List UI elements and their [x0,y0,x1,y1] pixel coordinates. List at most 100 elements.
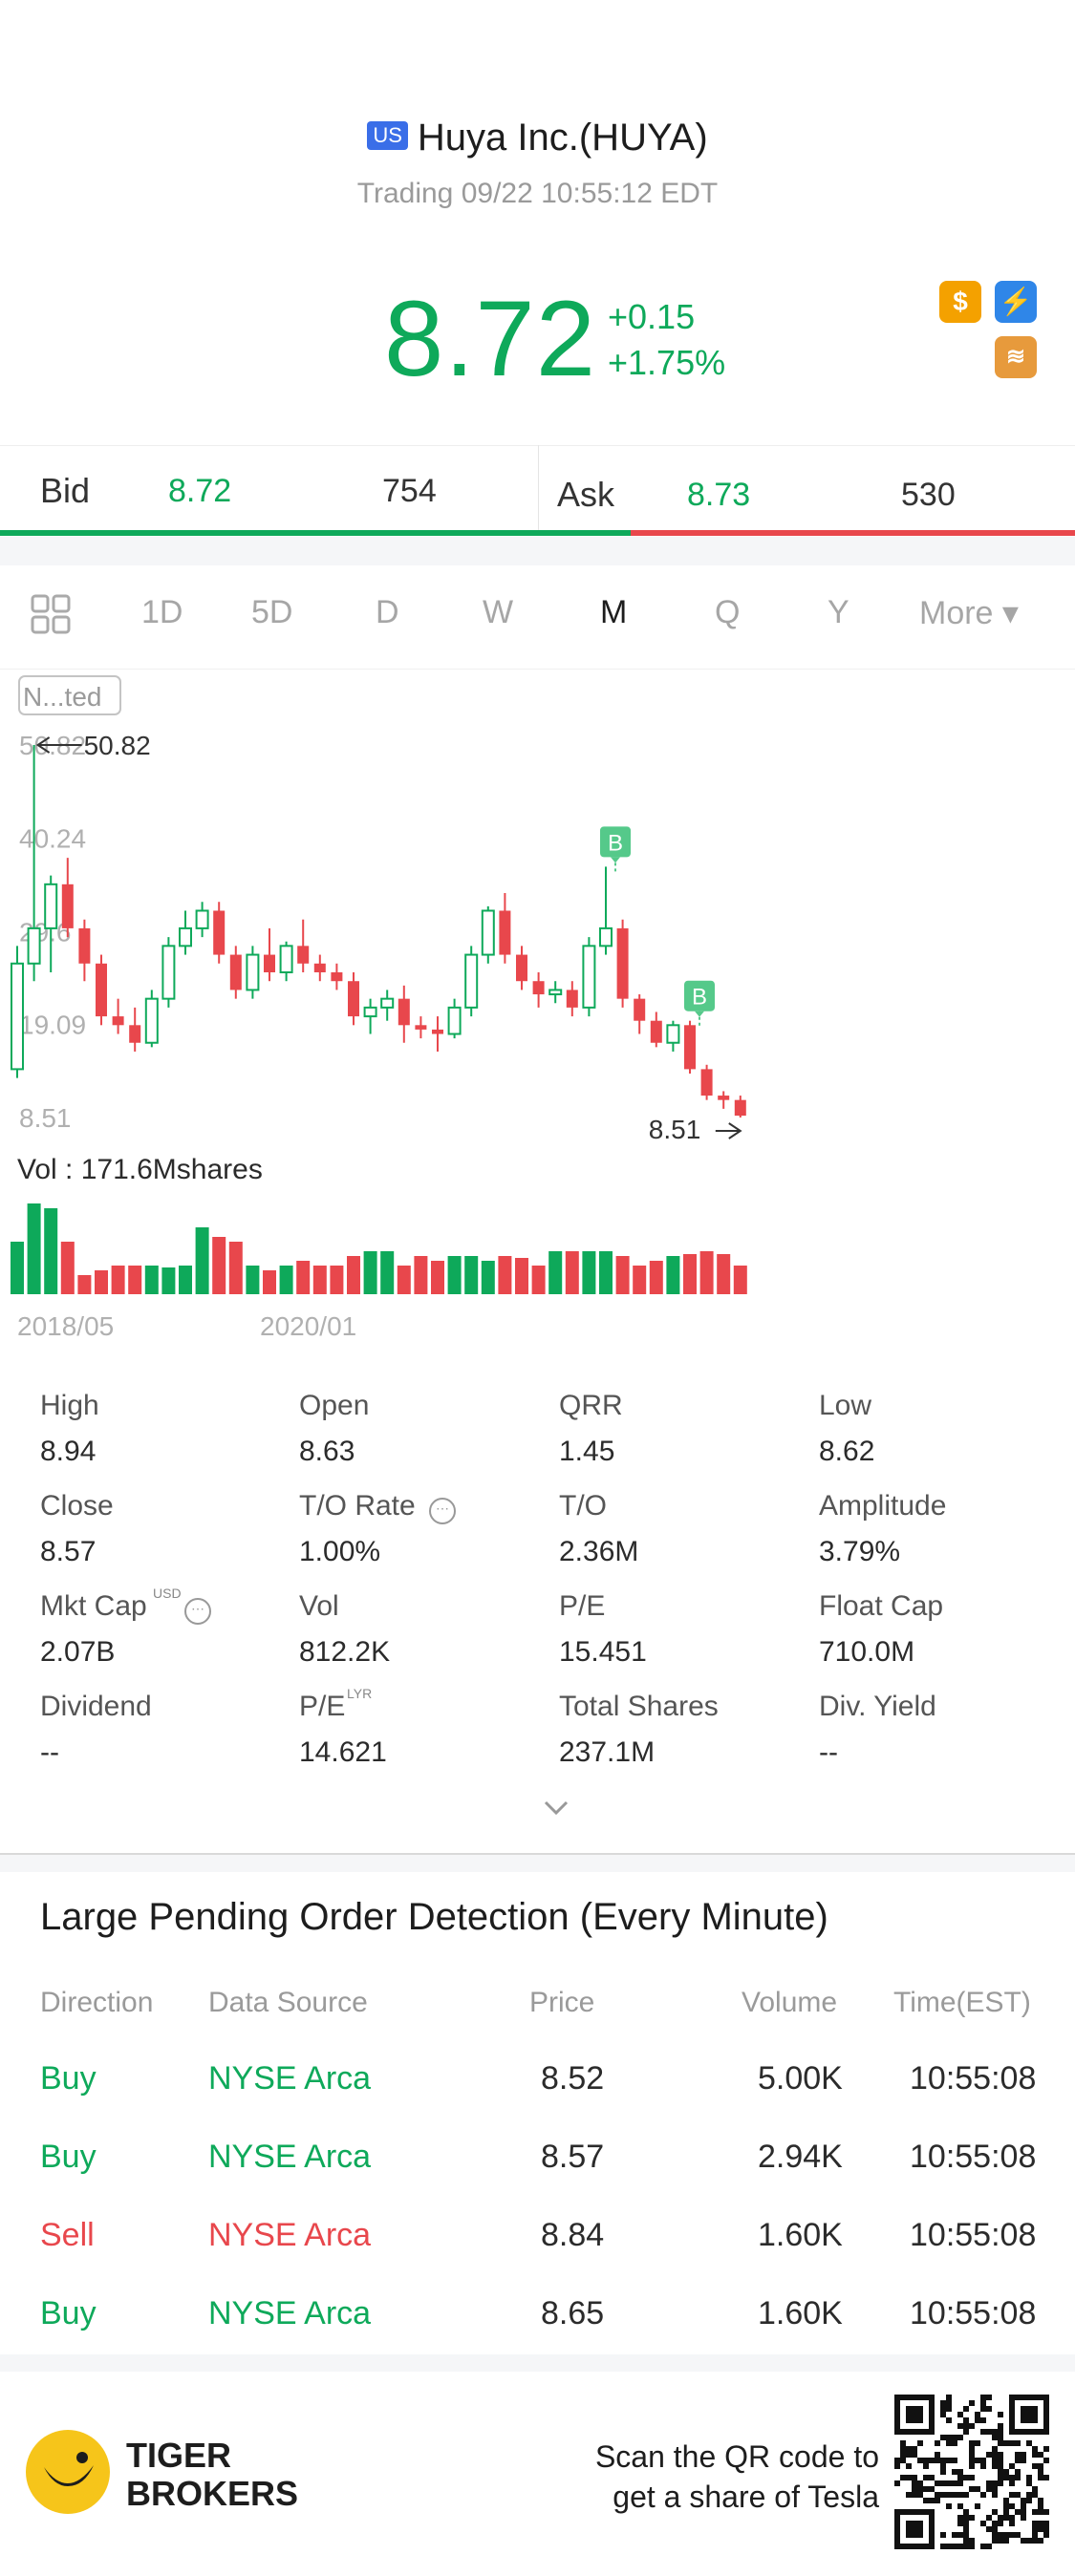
stat-value: 237.1M [559,1736,656,1768]
stat-value: 2.07B [40,1636,116,1668]
adjust-box[interactable] [18,675,121,715]
volume-bar [279,1266,293,1294]
info-icon[interactable]: ⋯ [184,1598,211,1625]
currency-superscript: USD [153,1586,182,1601]
expand-chevron-icon[interactable] [542,1799,570,1818]
order-direction: Sell [40,2217,95,2253]
candle [96,954,107,1026]
bid-ask-bar: Bid 8.72 754 Ask 8.73 530 [0,445,1075,538]
volume-bar [431,1261,444,1294]
candle [363,998,377,1034]
stat-value: 3.79% [819,1536,901,1567]
stat-label: Dividend [40,1691,152,1722]
candle [666,1020,680,1052]
candle [11,946,24,1078]
volume-bar [27,1203,41,1294]
volume-bar [633,1266,647,1294]
y-tick-label: 19.09 [19,1010,86,1039]
candle [464,946,479,1017]
volume-bar [447,1256,462,1294]
candle [129,1007,141,1052]
candle [61,858,74,938]
tab-year[interactable]: Y [828,594,849,630]
volume-bar [347,1256,360,1294]
lightning-icon[interactable]: ⚡ [995,281,1037,323]
volume-bar [699,1251,714,1294]
stat-label: T/O [559,1490,607,1522]
stat-label: Div. Yield [819,1691,936,1722]
stat-value: -- [40,1736,59,1768]
candle [112,998,124,1034]
volume-bar [733,1266,747,1294]
order-time: 10:55:08 [910,2217,1037,2253]
volume-bar [717,1254,731,1294]
stat-label: P/E [559,1590,606,1622]
market-badge: US [367,121,408,151]
max-arrow-head [35,736,51,754]
adjust-label: N...ted [23,682,101,712]
max-price-label: 50.82 [84,731,151,760]
tab-day[interactable]: D [376,594,399,630]
promo-footer[interactable]: TIGER BROKERS Scan the QR code to get a … [0,2372,1075,2576]
volume-bar [296,1261,311,1294]
layout-grid-icon[interactable] [31,594,71,634]
volume-bar [498,1256,512,1294]
stat-value: 8.94 [40,1436,97,1467]
order-volume: 2.94K [758,2139,843,2175]
bid-label: Bid [40,471,91,510]
buy-marker[interactable]: B [684,980,715,1029]
min-price-label: 8.51 [649,1115,701,1144]
bid-strength-bar [0,530,631,536]
candle [179,910,192,955]
volume-label: Vol : 171.6Mshares [17,1154,263,1185]
last-price: 8.72 [384,279,596,398]
volume-bar [363,1251,377,1294]
tiger-logo-icon [26,2430,110,2514]
stock-name: Huya Inc.(HUYA) [417,117,708,159]
stat-value: 2.36M [559,1536,639,1567]
stat-value: 15.451 [559,1636,647,1668]
pe-superscript: LYR [347,1686,373,1701]
tab-5d[interactable]: 5D [251,594,293,630]
volume-bar [111,1266,125,1294]
volume-bar [60,1242,75,1294]
price-change: +0.15 +1.75% [608,294,725,386]
stat-label: Vol [299,1590,339,1622]
volume-bar [565,1251,579,1294]
layers-icon[interactable]: ≋ [995,336,1037,378]
tab-week[interactable]: W [483,594,514,630]
tab-quarter[interactable]: Q [715,594,741,630]
tab-month[interactable]: M [600,594,628,630]
tab-more[interactable]: More ▾ [919,595,1019,631]
volume-bar [44,1208,58,1294]
stat-value: 1.00% [299,1536,381,1567]
order-price: 8.57 [541,2139,605,2175]
order-time: 10:55:08 [910,2060,1037,2097]
order-time: 10:55:08 [910,2139,1037,2175]
candle [78,919,91,982]
info-icon[interactable]: ⋯ [429,1498,456,1524]
candle [566,981,578,1017]
order-volume: 5.00K [758,2060,843,2097]
order-direction: Buy [40,2295,97,2331]
stat-value: 8.57 [40,1536,97,1567]
tab-1d[interactable]: 1D [141,594,183,630]
candle [432,1016,443,1052]
order-time: 10:55:08 [910,2295,1037,2331]
candle [650,1011,662,1048]
buy-marker[interactable]: B [600,826,631,875]
volume-bar [515,1258,528,1294]
candle [548,981,563,1004]
change-amount: +0.15 [608,297,696,336]
candle [616,919,629,1008]
candle [161,937,176,1008]
candle [264,927,275,982]
stat-label: Float Cap [819,1590,944,1622]
candle [229,946,242,999]
dollar-icon[interactable]: $ [939,281,981,323]
stat-value: 8.63 [299,1436,355,1467]
candle [213,902,226,964]
candle [447,998,462,1039]
stat-label: T/O Rate [299,1490,416,1522]
